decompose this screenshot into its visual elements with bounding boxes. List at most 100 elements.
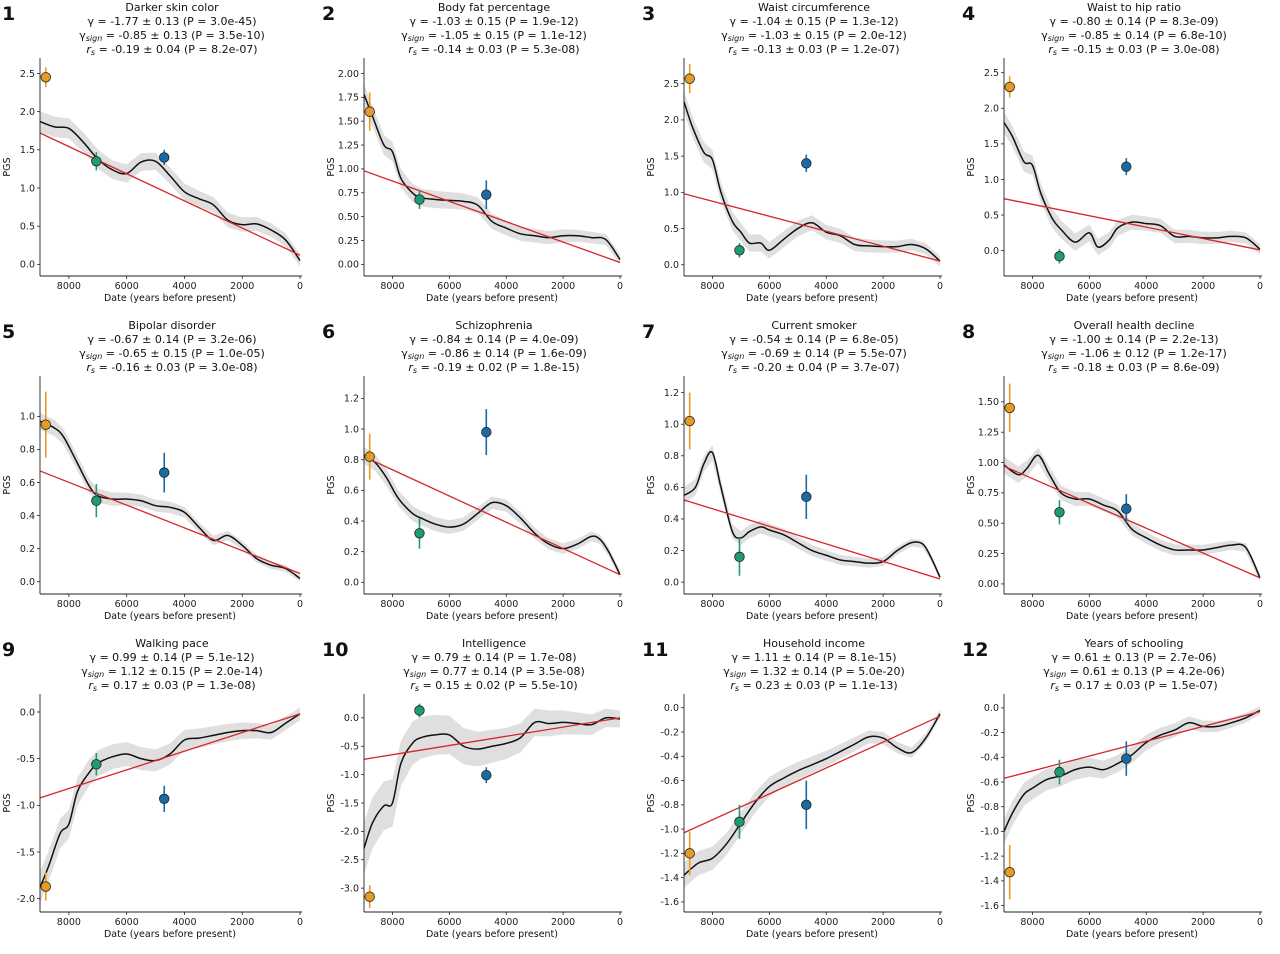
panel-number: 9 <box>2 639 15 661</box>
chart-panel-6: 6 Schizophrenia γ = -0.84 ± 0.14 (P = 4.0e… <box>320 318 640 636</box>
y-tick-label: 0.0 <box>664 577 679 588</box>
stat-line-3: rs = -0.14 ± 0.03 (P = 5.3e-08) <box>408 43 579 57</box>
y-tick-label: 2.5 <box>984 68 999 79</box>
data-point-early <box>364 433 375 480</box>
y-tick-label: 0.0 <box>984 246 999 257</box>
point-marker <box>159 793 170 805</box>
data-point-early <box>1004 383 1015 433</box>
smoothed-pgs-curve <box>39 120 301 261</box>
data-point-early <box>1004 845 1015 900</box>
panel-number: 2 <box>322 3 335 25</box>
linear-trend-line <box>39 132 301 256</box>
stat-line-1: γ = -0.84 ± 0.14 (P = 4.0e-09) <box>409 333 578 346</box>
data-point-middle <box>734 243 745 258</box>
point-marker <box>91 156 102 167</box>
chart-title: Years of schooling <box>1084 637 1184 650</box>
y-tick-label: -0.6 <box>980 777 999 788</box>
y-tick-label: 0.25 <box>978 549 999 560</box>
x-tick-label: 8000 <box>380 599 404 610</box>
data-point-early <box>364 92 375 131</box>
x-tick-label: 4000 <box>1134 599 1158 610</box>
chart-panel-5: 5 Bipolar disorder γ = -0.67 ± 0.14 (P = 3… <box>0 318 320 636</box>
panel-number: 5 <box>2 321 15 343</box>
y-tick-label: 0.4 <box>20 511 35 522</box>
y-tick-label: -3.0 <box>340 883 359 894</box>
y-tick-label: 0.8 <box>664 451 679 462</box>
x-tick-label: 6000 <box>1077 281 1101 292</box>
x-tick-label: 2000 <box>551 917 575 928</box>
x-tick-label: 8000 <box>700 281 724 292</box>
chart-title: Current smoker <box>771 319 857 332</box>
y-tick-label: 0.00 <box>978 579 999 590</box>
stat-line-3: rs = -0.20 ± 0.04 (P = 3.7e-07) <box>728 361 899 375</box>
stat-line-3: rs = 0.23 ± 0.03 (P = 1.1e-13) <box>730 679 897 693</box>
data-point-early <box>684 831 695 876</box>
y-tick-label: 1.75 <box>338 93 359 104</box>
x-axis-label: Date (years before present) <box>426 611 558 622</box>
point-marker <box>684 73 695 84</box>
y-tick-label: 0.6 <box>344 486 359 497</box>
y-axis-label: PGS <box>326 793 337 812</box>
point-marker <box>91 495 102 506</box>
x-axis-label: Date (years before present) <box>746 293 878 304</box>
linear-trend-line <box>683 193 941 262</box>
point-marker <box>1054 507 1065 518</box>
x-tick-label: 0 <box>617 281 623 292</box>
data-point-late <box>801 474 812 519</box>
x-tick-label: 4000 <box>494 917 518 928</box>
x-tick-label: 6000 <box>1077 599 1101 610</box>
x-tick-label: 0 <box>937 281 943 292</box>
stat-line-1: γ = -0.80 ± 0.14 (P = 8.3e-09) <box>1049 15 1218 28</box>
stat-line-1: γ = -1.04 ± 0.15 (P = 1.3e-12) <box>729 15 898 28</box>
y-tick-label: 1.2 <box>664 388 679 399</box>
chart-title: Bipolar disorder <box>128 319 216 332</box>
data-point-late <box>481 767 492 784</box>
chart-panel-2: 2 Body fat percentage γ = -1.03 ± 0.15 (P … <box>320 0 640 318</box>
chart-title: Household income <box>763 637 865 650</box>
y-tick-label: -2.0 <box>16 894 35 905</box>
chart-panel-12: 12 Years of schooling γ = 0.61 ± 0.13 (P =… <box>960 636 1280 954</box>
y-tick-label: 0.75 <box>338 188 359 199</box>
y-tick-label: 0.0 <box>984 703 999 714</box>
y-tick-label: 0.0 <box>664 703 679 714</box>
stat-line-1: γ = 1.11 ± 0.14 (P = 8.1e-15) <box>731 651 896 664</box>
y-axis-label: PGS <box>2 157 13 176</box>
data-point-late <box>801 154 812 173</box>
x-tick-label: 8000 <box>380 917 404 928</box>
chart-title: Waist circumference <box>758 1 870 14</box>
y-tick-label: 0.6 <box>664 483 679 494</box>
y-tick-label: -0.4 <box>980 753 999 764</box>
y-tick-label: 0.0 <box>664 260 679 271</box>
point-marker <box>801 158 812 169</box>
y-tick-label: 0.8 <box>20 445 35 456</box>
point-marker <box>364 106 375 117</box>
x-tick-label: 8000 <box>57 281 81 292</box>
y-tick-label: 2.5 <box>20 69 35 80</box>
data-point-middle <box>414 517 425 549</box>
stat-line-2: γsign = 0.77 ± 0.14 (P = 3.5e-08) <box>403 665 585 679</box>
y-tick-label: 1.50 <box>338 116 359 127</box>
y-tick-label: 1.5 <box>664 151 679 162</box>
confidence-band <box>40 707 300 904</box>
y-tick-label: 0.25 <box>338 236 359 247</box>
point-marker <box>1004 81 1015 93</box>
stat-line-3: rs = 0.15 ± 0.02 (P = 5.5e-10) <box>410 679 577 693</box>
stat-line-3: rs = 0.17 ± 0.03 (P = 1.5e-07) <box>1050 679 1217 693</box>
y-tick-label: 0.0 <box>344 578 359 589</box>
point-marker <box>684 415 695 427</box>
linear-trend-line <box>363 717 621 760</box>
point-marker <box>1121 503 1132 514</box>
y-tick-label: -0.2 <box>980 728 999 739</box>
y-axis-label: PGS <box>966 793 977 812</box>
panel-number: 1 <box>2 3 15 25</box>
confidence-band <box>364 83 620 265</box>
data-point-middle <box>1054 759 1065 785</box>
y-tick-label: 1.2 <box>344 394 359 405</box>
y-tick-label: 0.2 <box>20 544 35 555</box>
linear-trend-line <box>1003 465 1261 579</box>
